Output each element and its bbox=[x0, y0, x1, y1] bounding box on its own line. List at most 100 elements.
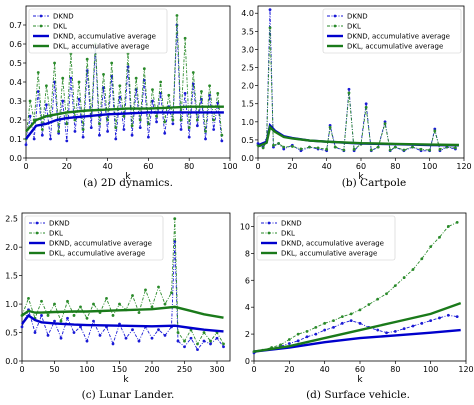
data-point bbox=[314, 332, 318, 336]
data-point bbox=[59, 319, 63, 323]
data-point bbox=[340, 315, 344, 318]
x-tick-label: 120 bbox=[456, 162, 471, 171]
data-point bbox=[151, 88, 154, 91]
dknd-accumulative-average-line bbox=[21, 313, 224, 333]
legend-label: DKL bbox=[53, 23, 67, 31]
data-point bbox=[122, 114, 126, 118]
dkl-accumulative-average-line bbox=[257, 124, 459, 148]
data-point bbox=[61, 99, 65, 103]
data-point bbox=[305, 335, 309, 339]
data-point bbox=[446, 313, 450, 317]
data-point bbox=[155, 120, 158, 124]
legend-marker bbox=[39, 24, 43, 28]
data-point bbox=[216, 92, 220, 95]
legend-label: DKND, accumulative average bbox=[49, 240, 152, 248]
data-point bbox=[28, 99, 32, 103]
data-point bbox=[53, 319, 56, 323]
data-point bbox=[69, 76, 73, 80]
data-point bbox=[296, 332, 300, 336]
data-point bbox=[376, 297, 380, 301]
legend-label: DKND, accumulative average bbox=[281, 240, 384, 248]
legend-label: DKND bbox=[281, 220, 302, 228]
data-point bbox=[376, 145, 380, 149]
data-point bbox=[183, 339, 186, 343]
x-tick-label: 50 bbox=[49, 365, 59, 374]
data-point bbox=[36, 71, 40, 74]
y-tick-label: 4.0 bbox=[241, 9, 254, 18]
data-point bbox=[147, 135, 150, 139]
data-point bbox=[220, 133, 224, 137]
data-point bbox=[208, 84, 212, 88]
data-point bbox=[66, 299, 69, 303]
data-point bbox=[332, 325, 335, 329]
y-tick-label-top: 2.5 bbox=[5, 215, 18, 224]
data-point bbox=[102, 73, 105, 76]
dknd-accumulative-average-line bbox=[25, 111, 224, 140]
data-point bbox=[137, 339, 141, 343]
legend-box bbox=[256, 215, 396, 261]
data-point bbox=[134, 76, 138, 80]
data-point bbox=[347, 87, 351, 91]
x-tick-label: 250 bbox=[177, 365, 192, 374]
data-point bbox=[402, 327, 406, 331]
legend-label: DKND bbox=[49, 220, 70, 228]
data-point bbox=[367, 303, 371, 306]
data-point bbox=[364, 102, 368, 106]
y-tick-label: 1.5 bbox=[241, 100, 254, 109]
data-point bbox=[163, 333, 167, 337]
data-point bbox=[110, 61, 114, 65]
data-point bbox=[142, 67, 146, 71]
y-tick-label: 0.4 bbox=[9, 78, 22, 87]
data-point bbox=[202, 331, 206, 334]
data-point bbox=[163, 302, 167, 306]
data-point bbox=[428, 148, 432, 152]
legend-marker bbox=[35, 221, 39, 225]
data-point bbox=[163, 131, 167, 135]
data-point bbox=[151, 99, 154, 103]
data-point bbox=[420, 257, 424, 261]
data-point bbox=[333, 145, 337, 149]
data-point bbox=[323, 328, 327, 332]
data-point bbox=[287, 342, 291, 345]
data-point bbox=[131, 294, 134, 297]
data-point bbox=[191, 71, 195, 74]
y-tick-label: 0.3 bbox=[9, 97, 22, 106]
y-tick-label: 0.6 bbox=[9, 40, 22, 49]
x-tick-label: 60 bbox=[143, 162, 153, 171]
x-axis-label: k bbox=[358, 172, 364, 182]
data-point bbox=[57, 130, 61, 133]
data-point bbox=[179, 128, 183, 131]
data-point bbox=[349, 312, 353, 316]
data-point bbox=[98, 333, 102, 337]
data-point bbox=[173, 217, 177, 221]
x-tick-label: 40 bbox=[322, 162, 332, 171]
data-point bbox=[150, 336, 154, 340]
data-point bbox=[340, 321, 344, 325]
data-point bbox=[445, 145, 449, 149]
x-tick-label: 100 bbox=[79, 365, 94, 374]
y-tick-label: 0.0 bbox=[241, 154, 254, 163]
data-point bbox=[369, 148, 373, 152]
y-tick-label: 4 bbox=[245, 303, 250, 312]
data-point bbox=[150, 305, 154, 309]
data-point bbox=[98, 133, 101, 137]
data-point bbox=[438, 147, 442, 151]
chart-panel-lunar-lander: 0 50 100 150 200 250 300 0.0 0.5 1.0 1.5 2.0 2.5 k DKN… bbox=[5, 212, 231, 401]
data-point bbox=[111, 342, 115, 346]
data-point bbox=[157, 328, 160, 332]
data-point bbox=[40, 299, 43, 303]
data-point bbox=[393, 330, 397, 333]
data-point bbox=[261, 146, 265, 150]
legend-box bbox=[28, 8, 168, 54]
data-point bbox=[118, 84, 122, 88]
data-point bbox=[204, 130, 207, 133]
y-tick-label: 1.0 bbox=[241, 118, 254, 127]
data-point bbox=[209, 342, 212, 346]
data-point bbox=[92, 302, 95, 306]
data-point bbox=[282, 145, 286, 149]
data-point bbox=[32, 137, 36, 141]
data-point bbox=[296, 339, 300, 343]
data-point bbox=[402, 148, 406, 152]
data-point bbox=[189, 336, 193, 340]
